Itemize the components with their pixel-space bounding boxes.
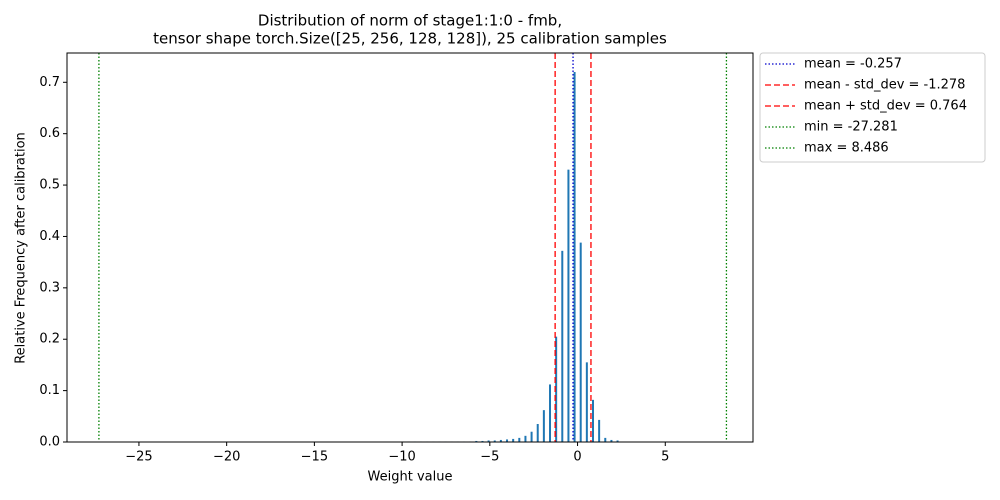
legend-label: mean - std_dev = -1.278: [804, 78, 965, 93]
x-tick-label: 0: [573, 450, 581, 465]
y-tick-label: 0.7: [39, 75, 60, 90]
y-tick-label: 0.0: [39, 435, 60, 450]
bar: [518, 437, 521, 442]
bar: [585, 362, 588, 442]
legend-label: min = -27.281: [804, 120, 898, 135]
y-tick-label: 0.3: [39, 280, 60, 295]
bar: [555, 336, 558, 442]
bar: [493, 440, 496, 442]
legend-label: max = 8.486: [804, 141, 889, 156]
legend-label: mean = -0.257: [804, 57, 902, 72]
x-tick-label: −5: [480, 450, 499, 465]
bar: [542, 410, 545, 442]
bar: [610, 439, 613, 442]
legend: mean = -0.257 mean - std_dev = -1.278 mean…: [759, 52, 986, 163]
bar: [567, 169, 570, 442]
bar: [598, 419, 601, 442]
y-tick-label: 0.1: [39, 383, 60, 398]
bar: [487, 440, 490, 442]
bar: [499, 439, 502, 442]
x-axis-label: Weight value: [368, 470, 453, 485]
bar: [616, 440, 619, 442]
bar: [561, 250, 564, 442]
y-axis-label: Relative Frequency after calibration: [14, 132, 29, 364]
y-tick-label: 0.5: [39, 178, 60, 193]
legend-label: mean + std_dev = 0.764: [804, 99, 967, 114]
x-tick-label: −10: [388, 450, 415, 465]
x-tick-label: 5: [661, 450, 669, 465]
bar: [475, 440, 478, 442]
bar: [512, 438, 515, 442]
y-tick-label: 0.2: [39, 332, 60, 347]
chart-title: Distribution of norm of stage1:1:0 - fmb…: [258, 12, 562, 30]
bar: [549, 384, 552, 442]
x-tick-label: −15: [301, 450, 328, 465]
plot-frame: [66, 52, 754, 443]
y-tick-label: 0.4: [39, 229, 60, 244]
x-tick-label: −25: [125, 450, 152, 465]
chart-title: tensor shape torch.Size([25, 256, 128, 1…: [153, 30, 667, 48]
legend-box: [759, 52, 986, 163]
bar: [481, 440, 484, 442]
bar: [579, 242, 582, 442]
bar: [536, 424, 539, 442]
bar: [506, 439, 509, 442]
y-tick-label: 0.6: [39, 126, 60, 141]
bar: [524, 435, 527, 442]
bar: [604, 437, 607, 442]
x-tick-label: −20: [213, 450, 240, 465]
bar: [530, 431, 533, 442]
bar: [573, 72, 576, 442]
bar: [591, 399, 594, 442]
